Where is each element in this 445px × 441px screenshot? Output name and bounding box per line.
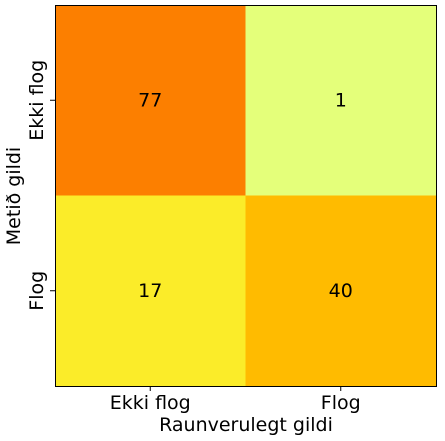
heatmap-cell-r1-c0: [55, 195, 246, 386]
y-tick-label: Flog: [26, 271, 48, 311]
cell-value-label: 77: [138, 89, 162, 111]
heatmap-cells: [55, 5, 436, 386]
x-tick-label: Flog: [321, 392, 361, 414]
cell-value-label: 17: [138, 280, 162, 302]
x-axis-ticks: Ekki flog Flog: [110, 386, 361, 414]
heatmap-cell-labels: 77 1 17 40: [138, 89, 353, 302]
y-axis-label: Metið gildi: [3, 147, 25, 245]
cell-value-label: 40: [329, 280, 353, 302]
x-axis-label: Raunverulegt gildi: [159, 414, 333, 436]
cell-value-label: 1: [335, 89, 347, 111]
heatmap-cell-r0-c1: [245, 5, 436, 196]
x-tick-label: Ekki flog: [110, 392, 191, 414]
y-tick-label: Ekki flog: [26, 60, 48, 141]
heatmap-cell-r1-c1: [245, 195, 436, 386]
heatmap-cell-r0-c0: [55, 5, 246, 196]
y-axis-ticks: Ekki flog Flog: [26, 60, 55, 311]
plot-frame: [55, 5, 437, 387]
